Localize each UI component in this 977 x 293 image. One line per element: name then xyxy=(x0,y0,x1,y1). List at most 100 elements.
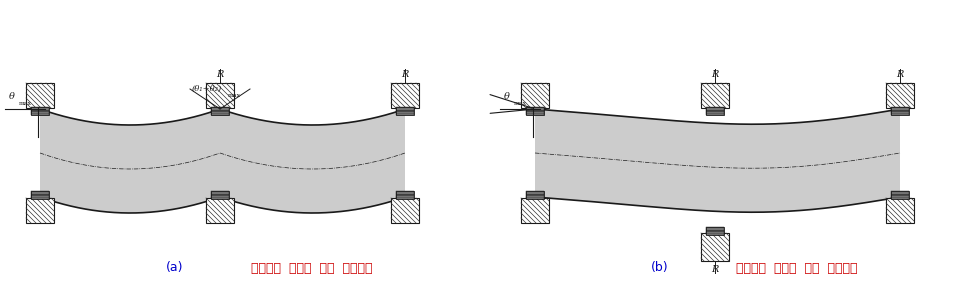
Bar xyxy=(890,110,908,112)
Bar xyxy=(885,198,913,223)
Bar xyxy=(526,191,543,199)
Text: θ: θ xyxy=(9,92,15,101)
Bar xyxy=(890,113,908,115)
Bar xyxy=(890,197,908,199)
Bar xyxy=(526,193,543,194)
Bar xyxy=(396,191,413,193)
Bar xyxy=(211,196,229,197)
Bar xyxy=(705,113,723,115)
Text: R: R xyxy=(401,70,408,79)
Bar xyxy=(890,194,908,196)
Bar xyxy=(526,112,543,113)
Bar xyxy=(705,227,723,229)
Bar xyxy=(31,193,49,194)
Text: 연속교의  횟방향  단부  회전변위: 연속교의 횟방향 단부 회전변위 xyxy=(732,261,857,275)
Bar xyxy=(890,193,908,194)
Bar xyxy=(31,107,49,109)
Bar xyxy=(526,194,543,196)
Bar xyxy=(526,107,543,109)
Text: (a): (a) xyxy=(166,261,184,275)
Bar xyxy=(526,191,543,193)
Bar xyxy=(526,197,543,199)
Bar xyxy=(521,198,548,223)
Text: R: R xyxy=(216,70,224,79)
Bar xyxy=(396,194,413,196)
Bar xyxy=(211,191,229,199)
Bar xyxy=(705,232,723,234)
Bar xyxy=(526,113,543,115)
Bar xyxy=(701,83,728,108)
Bar xyxy=(396,110,413,112)
Polygon shape xyxy=(40,109,220,213)
Bar xyxy=(885,83,913,108)
Bar xyxy=(526,110,543,112)
Bar xyxy=(705,112,723,113)
Bar xyxy=(206,83,234,108)
Bar xyxy=(705,229,723,230)
Bar xyxy=(211,193,229,194)
Bar xyxy=(396,191,413,199)
Polygon shape xyxy=(220,109,404,213)
Text: max: max xyxy=(228,93,240,98)
Text: max: max xyxy=(514,101,527,106)
Bar xyxy=(396,112,413,113)
Bar xyxy=(31,191,49,193)
Bar xyxy=(31,197,49,199)
Bar xyxy=(526,109,543,110)
Bar xyxy=(26,83,54,108)
Bar xyxy=(705,107,723,109)
Bar xyxy=(31,110,49,112)
Bar xyxy=(211,112,229,113)
Bar xyxy=(396,113,413,115)
Bar xyxy=(211,109,229,110)
Bar xyxy=(391,198,418,223)
Bar xyxy=(211,107,229,115)
Bar xyxy=(26,198,54,223)
Bar xyxy=(890,107,908,115)
Bar xyxy=(31,109,49,110)
Bar xyxy=(31,113,49,115)
Bar xyxy=(211,191,229,193)
Bar xyxy=(396,197,413,199)
Bar xyxy=(705,110,723,112)
Bar xyxy=(890,191,908,199)
Bar xyxy=(890,196,908,197)
Bar xyxy=(705,109,723,110)
Bar xyxy=(890,109,908,110)
Text: R: R xyxy=(895,70,903,79)
Bar xyxy=(31,112,49,113)
Bar xyxy=(31,194,49,196)
Bar xyxy=(526,107,543,115)
Text: (b): (b) xyxy=(651,261,668,275)
Bar xyxy=(211,110,229,112)
Bar xyxy=(31,191,49,199)
Bar xyxy=(705,107,723,115)
Bar xyxy=(396,109,413,110)
Bar xyxy=(396,107,413,115)
Bar xyxy=(890,191,908,193)
Bar xyxy=(526,196,543,197)
Bar xyxy=(31,196,49,197)
Text: R: R xyxy=(710,70,718,79)
Bar xyxy=(206,198,234,223)
Bar xyxy=(701,233,728,261)
Text: θ: θ xyxy=(503,92,509,101)
Text: (θ₁+θ₂): (θ₁+θ₂) xyxy=(191,85,222,93)
Bar xyxy=(521,83,548,108)
Bar xyxy=(396,107,413,109)
Bar xyxy=(705,230,723,232)
Bar xyxy=(211,197,229,199)
Polygon shape xyxy=(534,109,899,212)
Bar xyxy=(211,194,229,196)
Bar xyxy=(31,107,49,115)
Text: R: R xyxy=(710,265,718,274)
Bar xyxy=(705,234,723,235)
Bar xyxy=(705,227,723,235)
Bar xyxy=(396,193,413,194)
Bar xyxy=(890,112,908,113)
Bar xyxy=(396,196,413,197)
Text: max: max xyxy=(19,101,32,106)
Bar xyxy=(211,107,229,109)
Bar xyxy=(211,113,229,115)
Text: 단순교의  횟방향  단부  회전변위: 단순교의 횟방향 단부 회전변위 xyxy=(247,261,372,275)
